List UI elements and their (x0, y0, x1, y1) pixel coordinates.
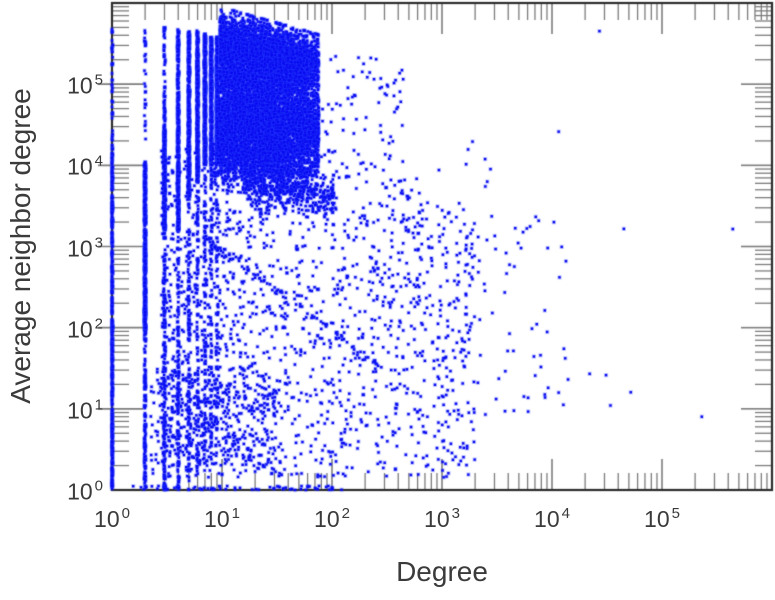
x-tick-label-10e1: 10 1 (204, 505, 240, 532)
x-tick-label-10e2: 10 2 (314, 505, 350, 532)
x-tick-label-10e3: 10 3 (424, 505, 460, 532)
y-axis-title-text: Average neighbor degree (5, 88, 36, 404)
y-tick-label-10e4: 10 4 (67, 152, 103, 180)
x-axis-title: Degree (396, 556, 488, 587)
x-tick-label-10e5: 10 5 (644, 505, 680, 532)
y-tick-label-10e0: 10 0 (67, 477, 103, 505)
y-tick-label-10e2: 10 2 (67, 315, 103, 343)
y-tick-label-10e3: 10 3 (67, 234, 103, 261)
y-tick-label-10e5: 10 5 (67, 71, 103, 99)
y-tick-label-10e1: 10 1 (67, 396, 103, 424)
x-tick-label-10e4: 10 4 (534, 505, 570, 532)
x-tick-label-10e0: 10 0 (94, 505, 130, 532)
